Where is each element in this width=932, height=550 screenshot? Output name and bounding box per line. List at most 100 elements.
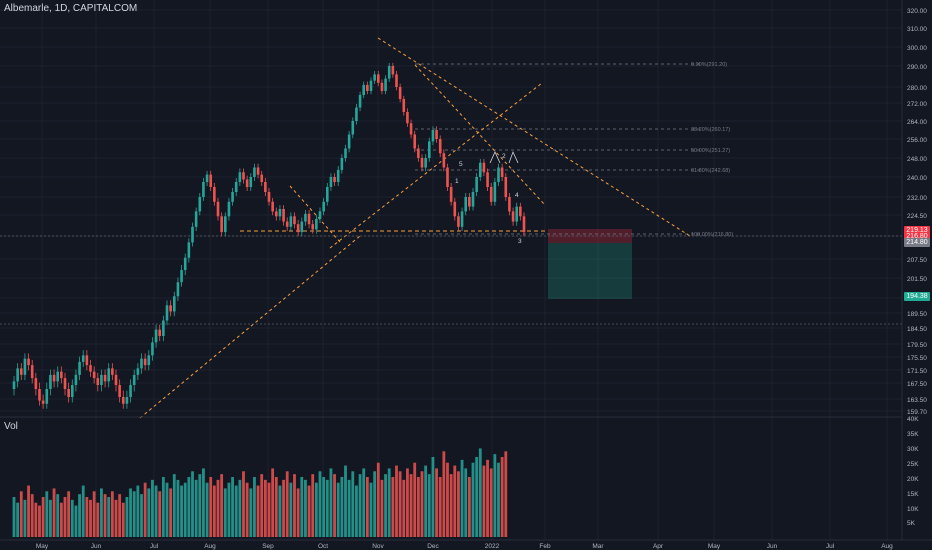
candle-body [493,182,497,202]
volume-bar [304,479,307,537]
volume-bar [234,485,238,537]
time-tick-label: Aug [881,543,893,550]
volume-bar [431,457,435,537]
candle-body [453,201,457,217]
downtrend-line [377,37,691,237]
volume-bar [307,485,311,537]
candle-body [67,389,70,397]
time-tick-label: 2022 [485,543,500,550]
candle-body [366,84,369,91]
price-tick-label: 310.00 [907,26,927,33]
candle-body [395,74,398,87]
volume-bar [344,465,347,537]
volume-bar [16,502,20,537]
volume-bar [369,482,373,537]
symbol-title[interactable]: Albemarle, 1D, CAPITALCOM [4,3,138,14]
volume-bar [63,497,67,537]
candle-body [180,270,183,283]
channel-line [289,185,341,243]
time-tick-label: Feb [539,543,551,550]
price-tick-label: 256.00 [907,137,927,144]
candle-body [234,182,238,192]
volume-bar [154,485,158,537]
wave-label: 3 [518,238,522,245]
price-badge: 214.80 [904,238,930,247]
volume-bar [92,491,96,537]
volume-bar [500,457,504,537]
volume-bar [467,477,471,537]
candle-body [424,158,427,168]
volume-bar [223,488,227,537]
price-badge: 216.80 [904,232,930,241]
candle-body [183,257,187,271]
volume-bar [347,479,351,537]
candle-body [158,329,162,336]
price-tick-label: 184.50 [907,326,927,333]
candle-body [253,167,256,177]
candle-body [96,378,100,385]
volume-bar [49,499,52,537]
volume-bar [457,471,460,537]
candle-body [38,389,41,401]
volume-bar [253,477,256,537]
volume-bar [402,479,406,537]
candle-body [27,358,30,366]
time-axis[interactable]: May Jun Jul Aug Sep Oct Nov Dec 2022 Feb Mar Apr May… [0,539,932,550]
volume-bar [41,497,45,537]
price-tick-label: 248.00 [907,156,927,163]
volume-bar [398,471,402,537]
volume-bar [482,465,486,537]
candle-body [103,374,107,382]
candle-body [285,221,289,227]
volume-bar [242,471,245,537]
volume-bar [129,488,132,537]
volume-bar [351,471,355,537]
volume-bar [19,491,23,537]
volume-bar [333,474,336,537]
candle-body [486,172,489,187]
candle-body [468,197,471,207]
candle-body [194,211,198,227]
volume-bar [121,502,125,537]
volume-bar [136,485,140,537]
time-tick-label: Dec [427,543,439,550]
volume-pane-label[interactable]: Vol [4,421,18,432]
volume-bar [103,494,107,537]
candle-body [489,187,493,202]
volume-bar [23,499,27,537]
volume-bar [435,468,438,537]
price-axis[interactable]: 320.00 310.00 300.00 290.00 280.00 272.00 264.… [907,8,927,416]
candle-body [23,358,27,375]
candle-body [373,74,376,81]
volume-bar [365,477,369,537]
candle-body [300,221,304,233]
volume-bar [427,474,431,537]
volume-bar [245,482,249,537]
price-tick-label: 240.00 [907,175,927,182]
volume-bar [449,474,453,537]
head-marker-left [489,151,501,164]
candle-body [318,211,322,219]
volume-bar [497,462,500,537]
volume-bar [45,491,49,537]
candle-body [100,374,103,385]
candle-body [344,148,347,158]
downtrend-line-2 [414,64,546,206]
price-tick-label: 300.00 [907,45,927,52]
candle-body [315,218,318,230]
candle-body [209,174,213,187]
candle-body [154,329,158,343]
candle-body [438,139,442,154]
volume-bar [416,477,420,537]
volume-bar [187,477,191,537]
candle-body [187,242,191,258]
candle-body [307,213,311,225]
candle-body [504,177,508,197]
volume-axis[interactable]: 40K 35K 30K 25K 20K 15K 10K 5K [907,416,919,527]
volume-bar [27,485,30,537]
volume-bar [420,471,424,537]
volume-bar [107,497,111,537]
price-tick-label: 171.50 [907,368,927,375]
